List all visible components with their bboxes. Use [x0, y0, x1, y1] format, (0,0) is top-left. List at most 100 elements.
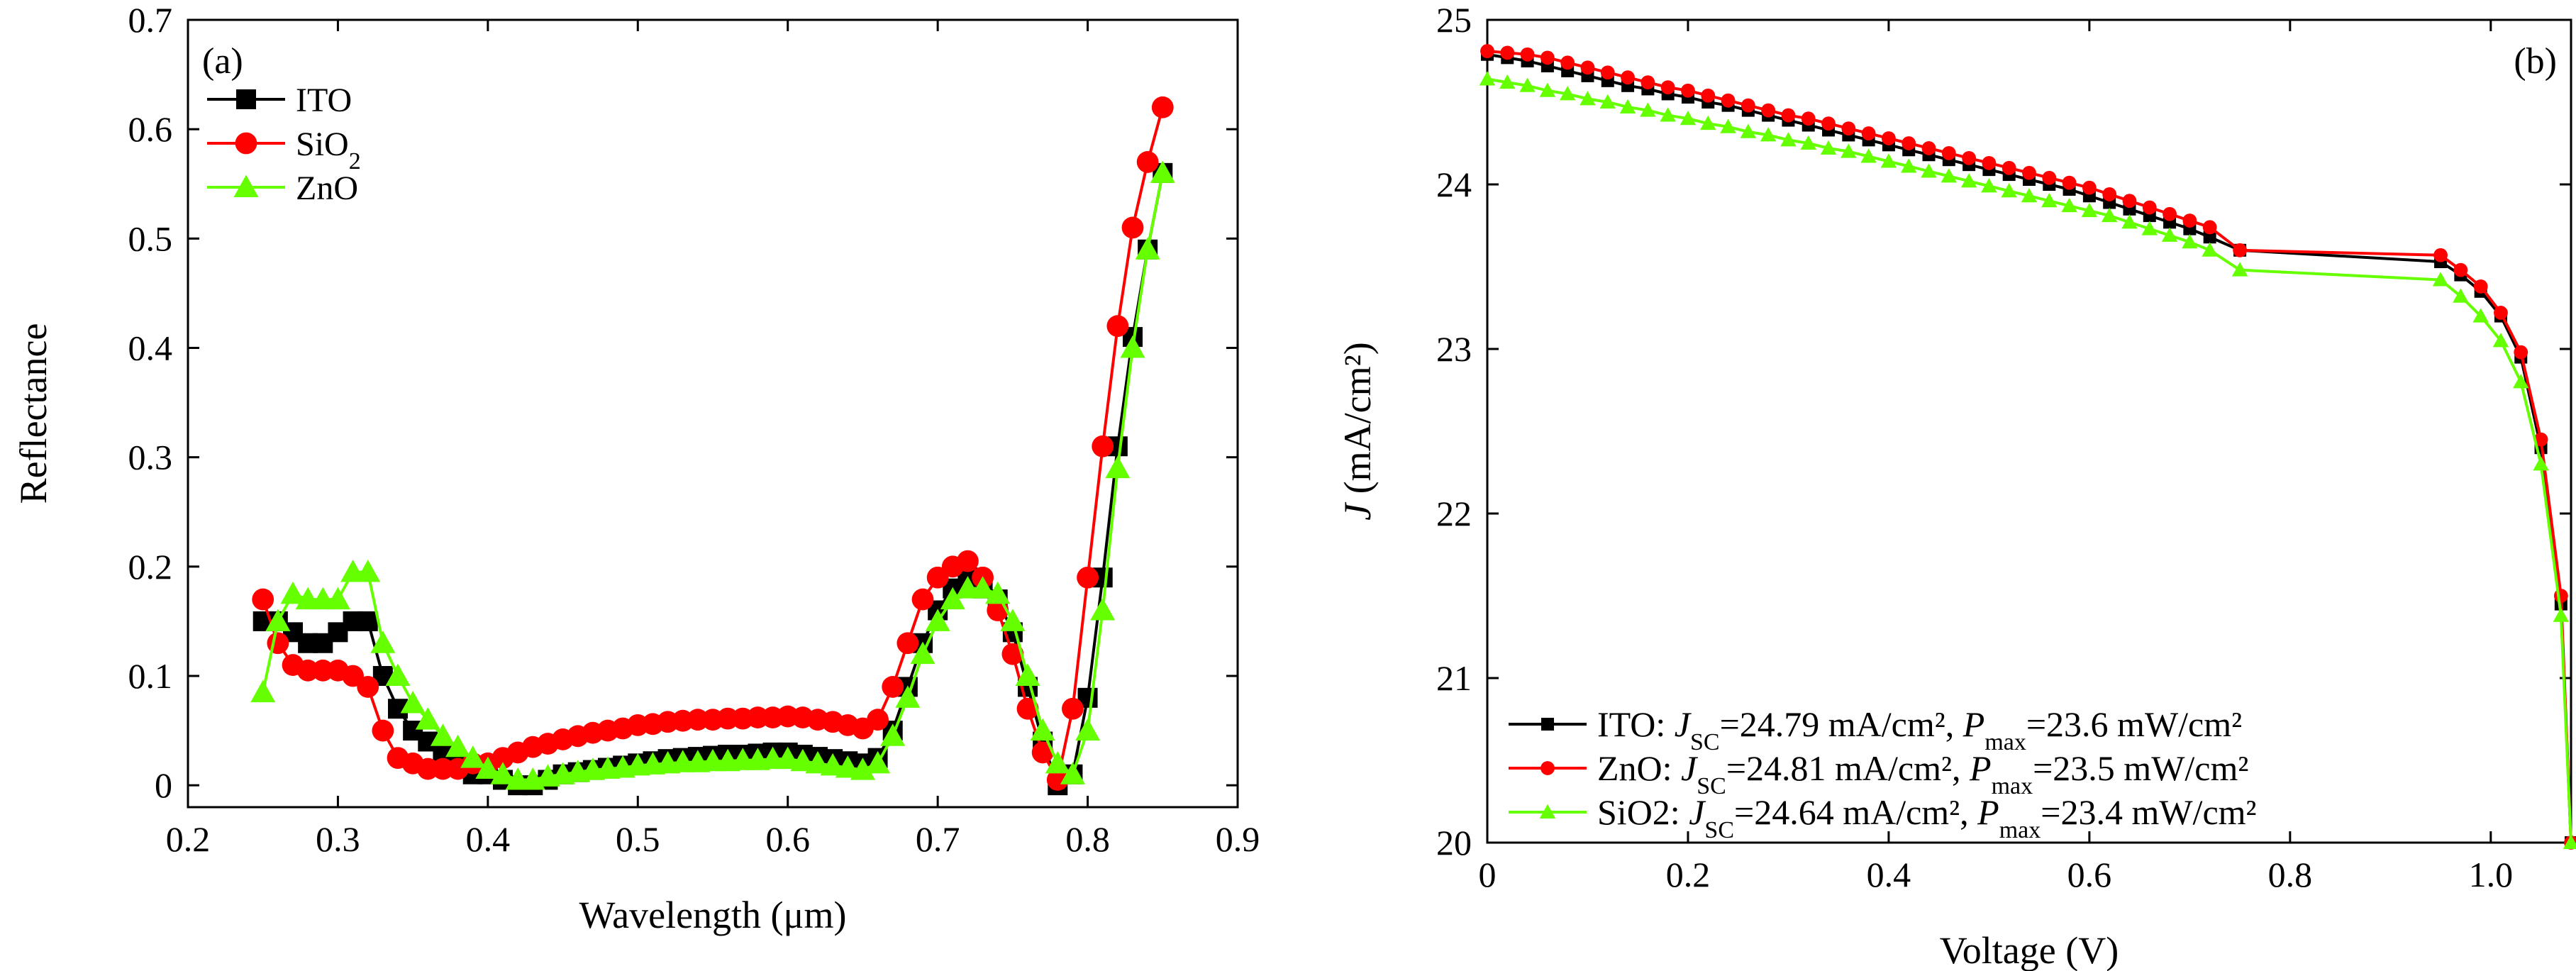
data-point [280, 581, 306, 604]
data-point [1640, 102, 1656, 117]
data-point [1741, 98, 1755, 113]
data-point [2533, 432, 2548, 447]
data-point [896, 632, 919, 655]
data-point [2122, 194, 2137, 209]
x-tick-label: 0.8 [2268, 855, 2313, 894]
data-point [1151, 96, 1174, 118]
x-tick-label: 0.9 [1216, 819, 1260, 859]
data-point [2453, 262, 2468, 277]
data-point [880, 723, 906, 746]
data-point [1580, 91, 1596, 106]
data-point [372, 719, 394, 742]
data-point [716, 707, 739, 730]
data-point [1599, 94, 1616, 109]
y-tick-label: 0.2 [128, 547, 173, 587]
data-point [820, 753, 845, 776]
x-axis-title: Wavelength (μm) [579, 894, 847, 936]
data-point [1621, 70, 1635, 85]
data-point [2082, 180, 2097, 195]
data-point [1499, 74, 1516, 89]
data-point [265, 609, 291, 631]
data-point [1075, 718, 1101, 741]
data-point [2182, 213, 2197, 228]
data-point [1016, 697, 1039, 720]
data-point [2553, 607, 2570, 622]
data-point [1135, 237, 1160, 260]
plot-frame [1486, 18, 2572, 844]
data-point [835, 755, 860, 778]
data-point [867, 709, 889, 731]
data-point [2121, 214, 2138, 229]
data-point [2492, 333, 2509, 348]
legend-label: ZnO: JSC=24.81 mA/cm², Pmax=23.5 mW/cm² [1597, 748, 2248, 799]
data-point [1001, 643, 1024, 665]
series-zno [250, 160, 1175, 790]
data-point [2453, 288, 2469, 303]
y-tick-label: 21 [1436, 658, 1472, 698]
data-point [460, 745, 486, 768]
data-point [1121, 216, 1144, 239]
series-sio2 [1479, 71, 2576, 849]
plot-frame [187, 18, 1239, 809]
data-point [2182, 233, 2198, 249]
data-point [311, 659, 334, 682]
data-point [2202, 242, 2218, 257]
data-point [296, 659, 319, 682]
data-point [1480, 44, 1494, 58]
data-point [400, 691, 426, 714]
data-point [2002, 160, 2016, 175]
x-axis-title: Voltage (V) [1940, 929, 2119, 971]
data-point [1077, 566, 1099, 589]
data-point [2563, 834, 2576, 849]
data-point [882, 676, 904, 698]
data-point [687, 709, 709, 731]
data-point [805, 750, 831, 774]
x-tick-label: 0.5 [616, 819, 660, 859]
y-tick-label: 20 [1436, 823, 1472, 862]
x-tick-label: 0.6 [765, 819, 810, 859]
data-point [445, 734, 471, 758]
data-point [1150, 160, 1175, 183]
data-point [490, 762, 516, 784]
data-point [1600, 65, 1615, 80]
data-point [2001, 183, 2017, 198]
data-point [252, 588, 274, 611]
data-point [1619, 99, 1636, 113]
y-tick-label: 0.5 [128, 218, 173, 258]
data-point [1680, 110, 1697, 126]
data-point [985, 581, 1011, 604]
data-point [1761, 103, 1776, 118]
data-point [1660, 80, 1675, 95]
data-point [2081, 202, 2098, 218]
y-axis-title: Reflectance [12, 323, 55, 504]
data-point [1136, 151, 1159, 173]
data-point [1045, 750, 1070, 774]
y-tick-label: 0 [155, 765, 172, 805]
data-point [1981, 178, 1997, 193]
data-point [355, 560, 381, 582]
data-point [1921, 141, 1936, 155]
x-tick-label: 0.2 [166, 819, 211, 859]
data-point [1701, 88, 1716, 103]
data-point [2042, 170, 2057, 185]
data-point [357, 676, 379, 698]
data-point [1801, 111, 1816, 126]
data-point [1479, 71, 1496, 86]
data-point [2101, 207, 2118, 223]
data-point [1941, 146, 1956, 160]
data-point [1800, 135, 1816, 150]
data-point [1092, 435, 1114, 457]
x-tick-label: 0.2 [1666, 855, 1711, 894]
x-tick-label: 0.7 [916, 819, 960, 859]
data-point [911, 588, 934, 611]
y-tick-label: 0.3 [128, 438, 173, 477]
data-point [926, 566, 949, 589]
data-point [2142, 200, 2157, 215]
data-point [1640, 75, 1655, 90]
data-point [2432, 272, 2449, 287]
data-point [2231, 262, 2248, 277]
legend-label: SiO2: JSC=24.64 mA/cm², Pmax=23.4 mW/cm² [1597, 792, 2257, 843]
data-point [2473, 279, 2488, 294]
data-point [1120, 335, 1145, 358]
